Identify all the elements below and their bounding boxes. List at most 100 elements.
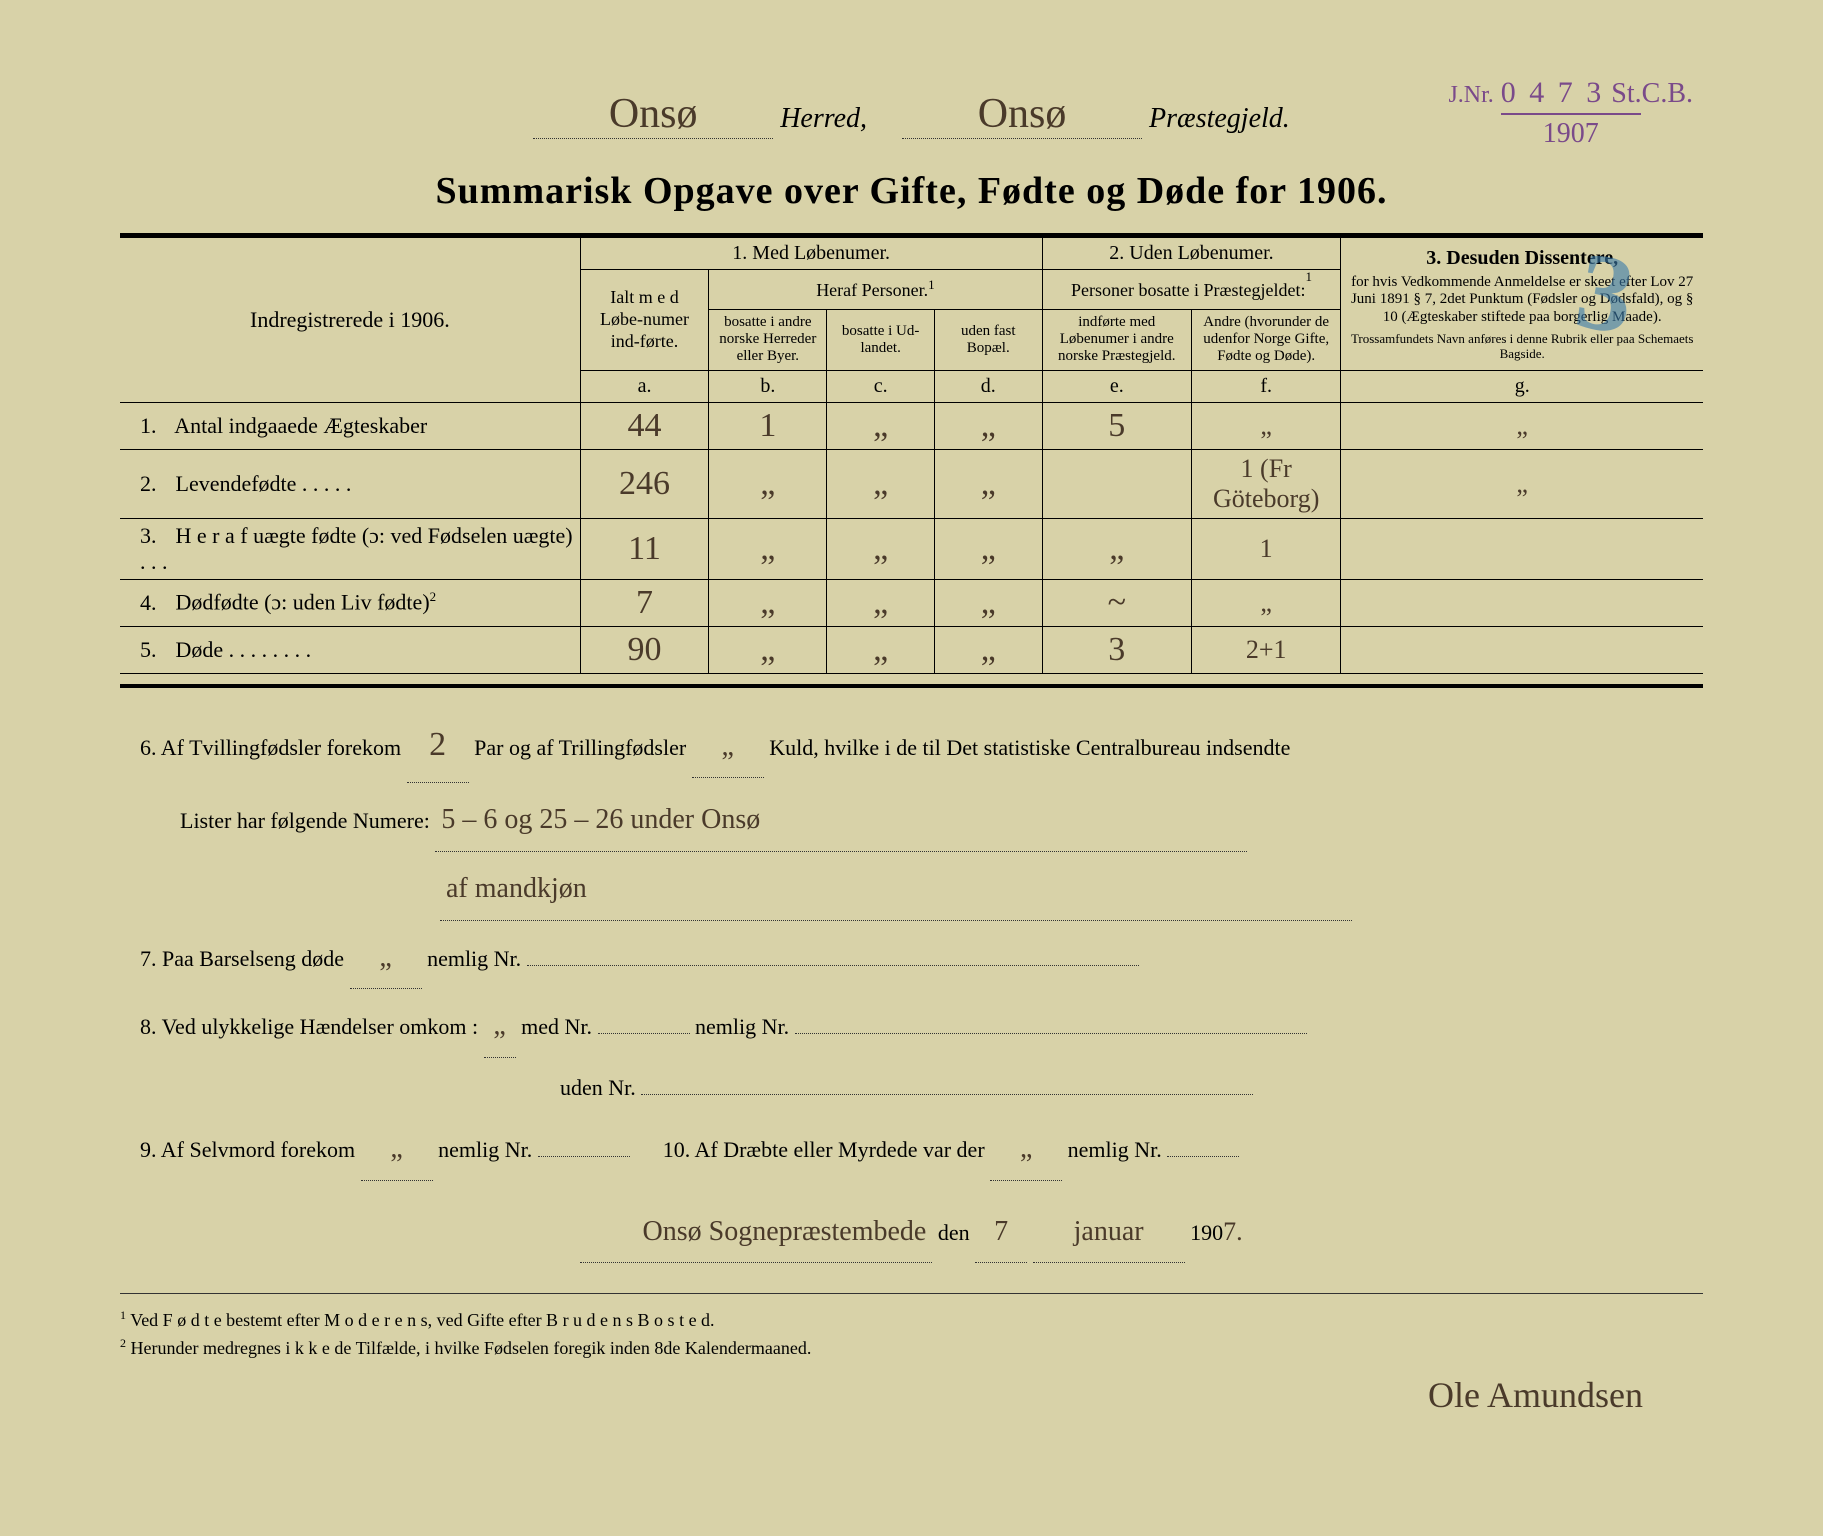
col-d-header: uden fast Bopæl. [934,309,1042,370]
cell-b: „ [709,626,827,673]
herred-value: Onsø [533,90,773,139]
mid-rule [120,684,1703,688]
signature: Ole Amundsen [1428,1374,1643,1416]
item7-nr [527,965,1139,966]
registration-stamp: J.Nr. 0 4 7 3 St.C.B. 1907 [1448,75,1693,151]
cell-e: 3 [1042,626,1191,673]
cell-g: „ [1341,449,1703,518]
heraf-header: Heraf Personer.1 [709,270,1042,310]
stamp-year: 1907 [1448,117,1693,151]
document-title: Summarisk Opgave over Gifte, Fødte og Dø… [120,169,1703,213]
cell-e [1042,449,1191,518]
row-label: 5. Døde . . . . . . . . [120,626,580,673]
row-label: 1. Antal indgaaede Ægteskaber [120,402,580,449]
row-label: 3. H e r a f uægte fødte (ɔ: ved Fødsele… [120,518,580,579]
table-row: 1. Antal indgaaede Ægteskaber441„„5„„ [120,402,1703,449]
cell-d: „ [934,579,1042,626]
col-b-letter: b. [709,370,827,402]
twin-count: 2 [407,708,469,784]
cell-c: „ [827,579,935,626]
table-row: 2. Levendefødte . . . . .246„„„1 (Fr Göt… [120,449,1703,518]
date-year-suffix: 7. [1223,1217,1243,1246]
item10-value: „ [990,1118,1062,1181]
section1-title: 1. Med Løbenumer. [580,238,1042,270]
item-9-10: 9. Af Selvmord forekom „ nemlig Nr. 10. … [140,1118,1683,1181]
item-7: 7. Paa Barselseng døde „ nemlig Nr. [140,927,1683,990]
item10-nr [1167,1156,1239,1157]
stcb-label: St.C.B. [1611,78,1693,109]
col-d-letter: d. [934,370,1042,402]
col-c-header: bosatte i Ud-landet. [827,309,935,370]
cell-d: „ [934,626,1042,673]
col-f-header: Andre (hvorunder de udenfor Norge Gifte,… [1191,309,1340,370]
cell-d: „ [934,402,1042,449]
section2-sub: Personer bosatte i Præstegjeldet:1 [1042,270,1341,310]
table-row: 5. Døde . . . . . . . .90„„„32+1 [120,626,1703,673]
cell-g: „ [1341,402,1703,449]
cell-c: „ [827,449,935,518]
item7-value: „ [350,927,422,990]
col-e-header: indførte med Løbenumer i andre norske Pr… [1042,309,1191,370]
left-header: Indregistrerede i 1906. [120,238,580,403]
col-f-letter: f. [1191,370,1340,402]
col-e-letter: e. [1042,370,1191,402]
jnr-label: J.Nr. [1448,82,1493,108]
col-c-letter: c. [827,370,935,402]
cell-a: 11 [580,518,709,579]
footnote-1: 1 Ved F ø d t e bestemt efter M o d e r … [120,1306,1703,1334]
cell-b: 1 [709,402,827,449]
item9-nr [538,1156,630,1157]
date-month: januar [1033,1201,1185,1264]
item9-value: „ [361,1118,433,1181]
row-label: 2. Levendefødte . . . . . [120,449,580,518]
date-place: Onsø Sognepræstembede [580,1201,932,1264]
cell-c: „ [827,518,935,579]
cell-g [1341,626,1703,673]
cell-c: „ [827,402,935,449]
cell-e: „ [1042,518,1191,579]
summary-table: Indregistrerede i 1906. 1. Med Løbenumer… [120,237,1703,674]
date-line: Onsø Sognepræstembede den 7 januar 1907. [140,1201,1683,1264]
cell-d: „ [934,449,1042,518]
list-numbers: 5 – 6 og 25 – 26 under Onsø [435,789,1247,852]
praestegjeld-value: Onsø [902,90,1142,139]
section2-title: 2. Uden Løbenumer. [1042,238,1341,270]
col-g-letter: g. [1341,370,1703,402]
cell-d: „ [934,518,1042,579]
cell-e: ~ [1042,579,1191,626]
cell-b: „ [709,518,827,579]
cell-b: „ [709,449,827,518]
praestegjeld-label: Præstegjeld. [1149,103,1290,134]
cell-f: „ [1191,579,1340,626]
col-b-header: bosatte i andre norske Herreder eller By… [709,309,827,370]
col-a-header: Ialt m e d Løbe-numer ind-førte. [580,270,709,371]
cell-f: „ [1191,402,1340,449]
cell-a: 7 [580,579,709,626]
col-a-letter: a. [580,370,709,402]
cell-f: 1 (Fr Göteborg) [1191,449,1340,518]
item-8b: uden Nr. [140,1064,1683,1112]
cell-f: 2+1 [1191,626,1340,673]
document-page: J.Nr. 0 4 7 3 St.C.B. 1907 3 Onsø Herred… [0,0,1823,1536]
cell-f: 1 [1191,518,1340,579]
footnote-2: 2 Herunder medregnes i k k e de Tilfælde… [120,1334,1703,1362]
cell-a: 90 [580,626,709,673]
herred-label: Herred, [780,103,867,134]
item8-nemlig [795,1033,1307,1034]
cell-e: 5 [1042,402,1191,449]
item-6: 6. Af Tvillingfødsler forekom 2 Par og a… [140,708,1683,784]
item-6-2: Lister har følgende Numere: 5 – 6 og 25 … [140,789,1683,852]
table-row: 4. Dødfødte (ɔ: uden Liv fødte)27„„„~„ [120,579,1703,626]
item8-uden [641,1094,1253,1095]
item8-med [598,1033,690,1034]
table-row: 3. H e r a f uægte fødte (ɔ: ved Fødsele… [120,518,1703,579]
cell-c: „ [827,626,935,673]
footnotes: 1 Ved F ø d t e bestemt efter M o d e r … [120,1293,1703,1362]
lower-section: 6. Af Tvillingfødsler forekom 2 Par og a… [120,708,1703,1264]
triplet-count: „ [692,716,764,779]
item-8: 8. Ved ulykkelige Hændelser omkom : „ me… [140,995,1683,1058]
cell-b: „ [709,579,827,626]
date-day: 7 [975,1201,1027,1264]
section3: 3. Desuden Dissentere, for hvis Vedkomme… [1341,238,1703,371]
list-numbers-2: af mandkjøn [440,858,1352,921]
